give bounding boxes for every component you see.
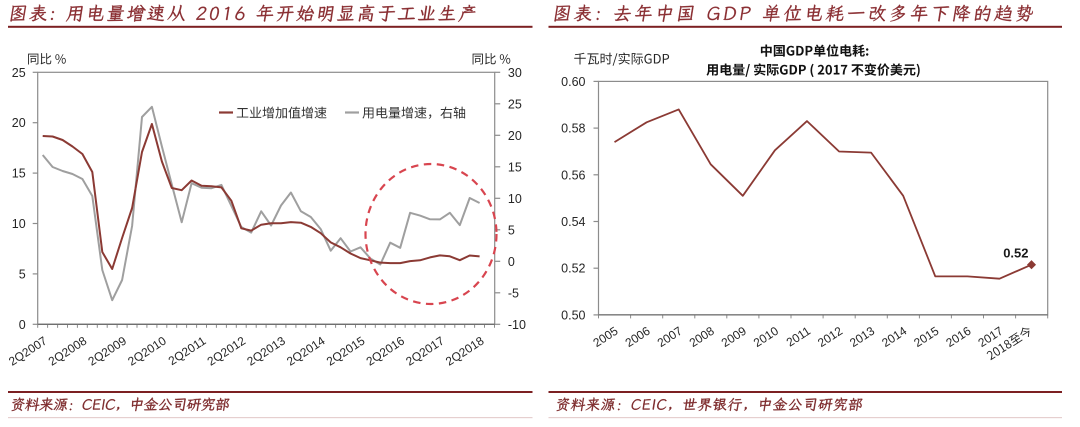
- svg-text:0.58: 0.58: [561, 122, 585, 136]
- svg-text:15: 15: [12, 167, 26, 181]
- svg-text:25: 25: [508, 97, 522, 111]
- svg-text:0.52: 0.52: [1003, 246, 1028, 261]
- svg-text:10: 10: [12, 217, 26, 231]
- svg-text:0: 0: [19, 318, 26, 332]
- svg-text:0.50: 0.50: [561, 308, 585, 322]
- svg-text:-10: -10: [508, 318, 526, 332]
- svg-text:0.56: 0.56: [561, 168, 585, 182]
- svg-text:0.60: 0.60: [561, 75, 585, 89]
- svg-text:25: 25: [12, 66, 26, 80]
- svg-text:-5: -5: [508, 286, 519, 300]
- svg-text:5: 5: [508, 223, 515, 237]
- svg-text:0: 0: [508, 255, 515, 269]
- svg-text:20: 20: [12, 116, 26, 130]
- svg-text:20: 20: [508, 129, 522, 143]
- svg-text:0.52: 0.52: [561, 262, 585, 276]
- svg-text:5: 5: [19, 267, 26, 281]
- svg-text:30: 30: [508, 66, 522, 80]
- svg-text:10: 10: [508, 192, 522, 206]
- svg-text:0.54: 0.54: [561, 215, 585, 229]
- svg-text:15: 15: [508, 160, 522, 174]
